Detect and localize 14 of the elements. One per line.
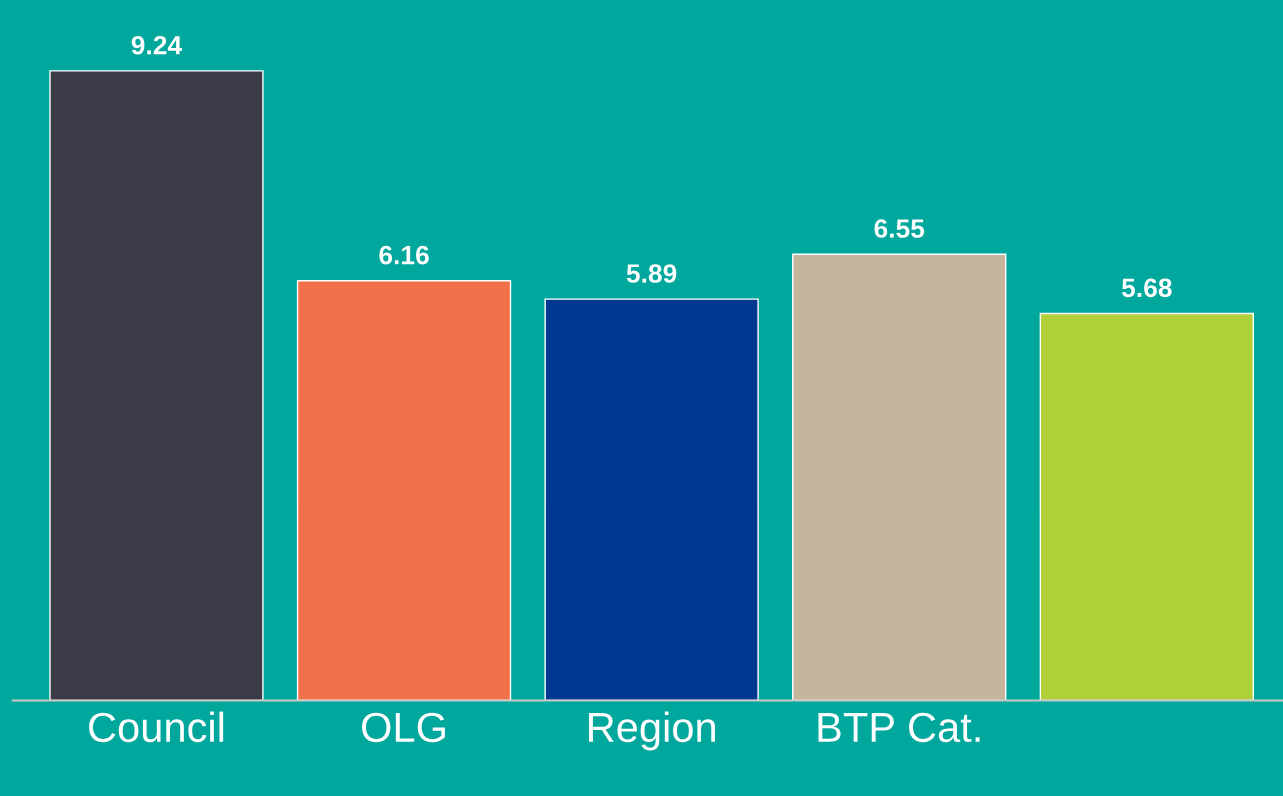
bar [49, 70, 264, 701]
bar [1039, 312, 1254, 701]
bar [792, 253, 1007, 701]
data-label: 9.24 [131, 35, 182, 55]
data-label: 5.68 [1121, 278, 1172, 298]
bar [296, 280, 512, 701]
bar [544, 298, 759, 701]
data-label: 5.89 [626, 264, 677, 283]
x-tick-label: Region [589, 711, 715, 751]
data-label: 6.55 [874, 219, 925, 238]
x-tick-label: Council [89, 711, 224, 743]
x-tick-label: OLG [362, 712, 445, 743]
x-tick-label: BTP Cat. [818, 712, 980, 743]
data-label: 6.16 [379, 245, 429, 265]
